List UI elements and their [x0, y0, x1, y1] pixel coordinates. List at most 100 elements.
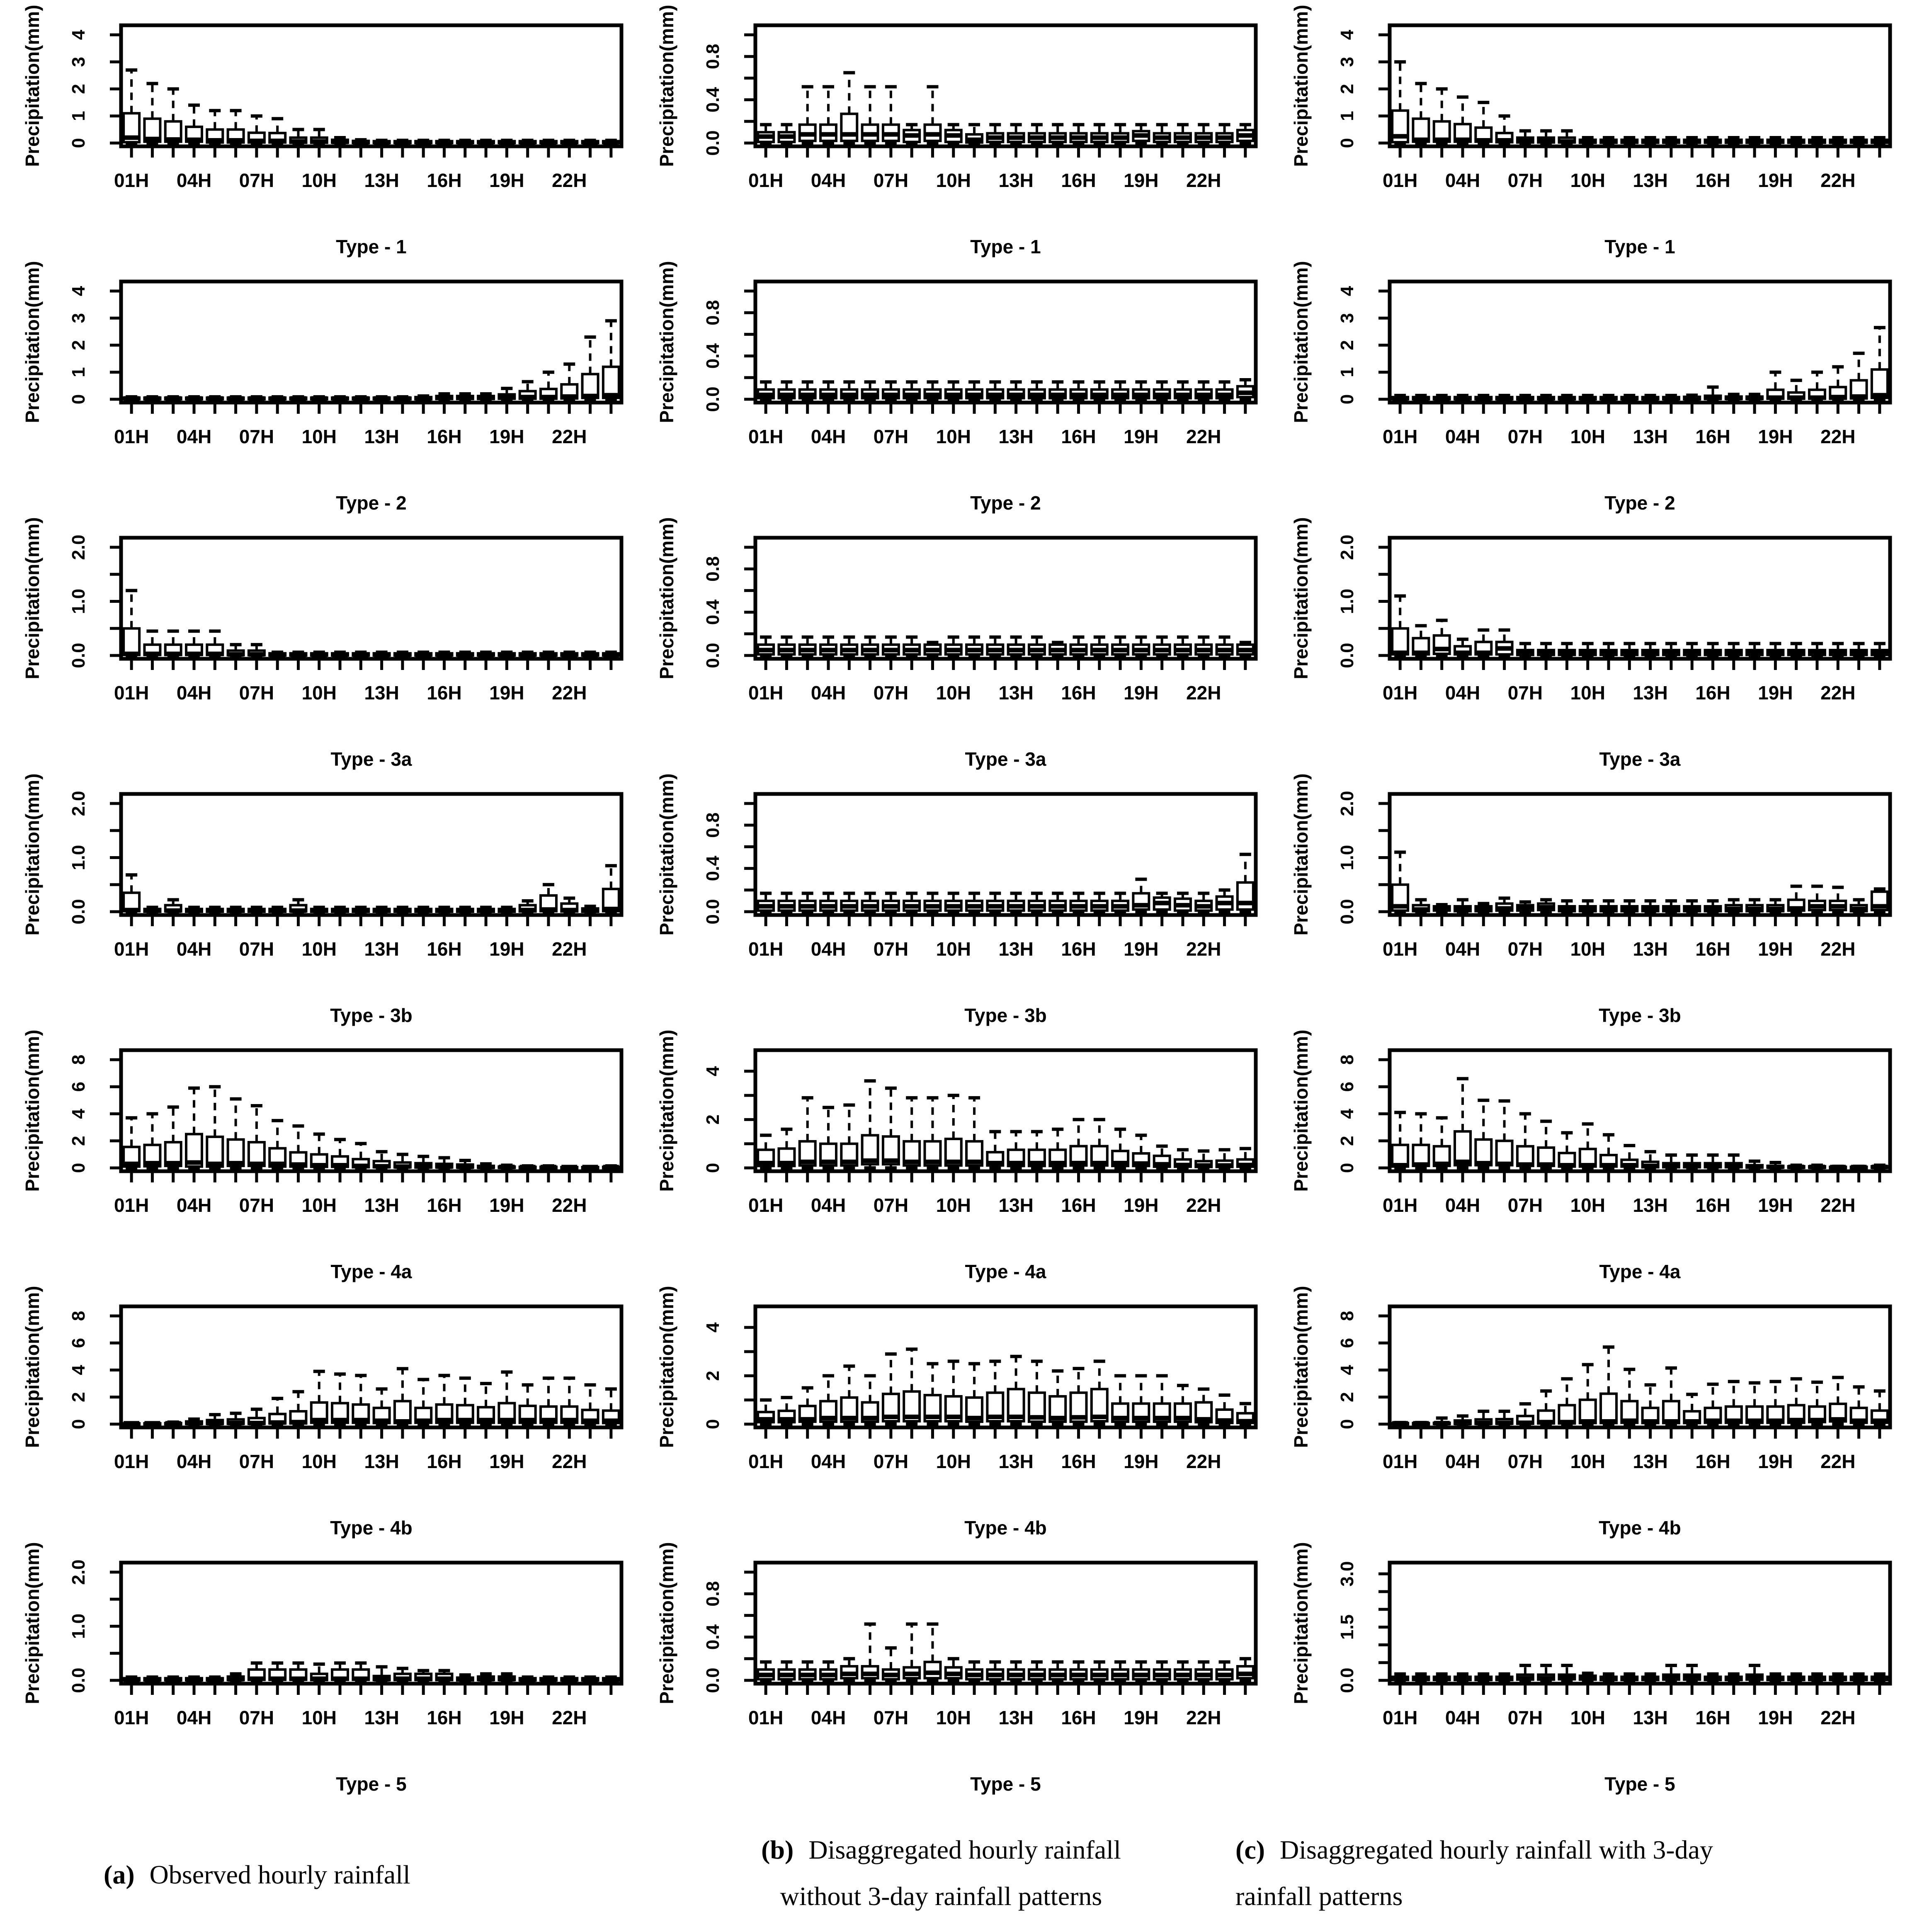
caption-c-line2: rainfall patterns — [1235, 1881, 1403, 1911]
box-whisker-hour-12 — [352, 650, 370, 657]
panel-title: Type - 5 — [1604, 1773, 1675, 1795]
box-whisker-hour-14 — [393, 138, 412, 145]
box-whisker-hour-12 — [352, 1374, 370, 1426]
box-whisker-hour-2 — [143, 1421, 162, 1426]
box-whisker-hour-6 — [1495, 393, 1514, 401]
box-whisker-hour-9 — [289, 1124, 308, 1170]
x-tick-label: 19H — [489, 170, 524, 191]
box-whisker-hour-1 — [1391, 60, 1410, 145]
box-whisker-hour-23 — [581, 335, 599, 401]
box-whisker-hour-4 — [1454, 1672, 1472, 1682]
box-whisker-hour-15 — [414, 1378, 433, 1426]
y-tick-label: 0 — [68, 1163, 89, 1173]
x-tick-label: 04H — [811, 682, 846, 704]
box-whisker-hour-10 — [1578, 642, 1597, 657]
x-tick-label: 19H — [1124, 1451, 1158, 1472]
y-tick-label: 0.0 — [1337, 1667, 1357, 1693]
panel-title: Type - 3b — [1599, 1005, 1681, 1026]
box-whisker-hour-9 — [1558, 1377, 1576, 1426]
box-whisker-hour-21 — [1173, 1383, 1192, 1426]
x-tick-label: 10H — [936, 1707, 971, 1728]
x-tick-label: 01H — [1383, 682, 1417, 704]
box-whisker-hour-3 — [798, 85, 817, 145]
y-tick-label: 0 — [1337, 138, 1357, 148]
plot-frame — [119, 1048, 624, 1173]
x-tick-label: 16H — [1695, 1451, 1730, 1472]
box-whisker-hour-19 — [1766, 370, 1785, 401]
box-whisker-hour-6 — [1495, 1672, 1514, 1682]
box-whisker-hour-8 — [903, 891, 921, 913]
x-tick-label: 07H — [874, 1707, 908, 1728]
box-whisker-hour-24 — [1870, 1389, 1889, 1426]
box-whisker-hour-12 — [352, 1661, 370, 1682]
box-whisker-hour-16 — [1069, 1118, 1088, 1170]
box-whisker-hour-19 — [497, 386, 516, 401]
boxplot-panel-c-type2: 0 1 2 3 4 Precipitation(mm) 01H 04H 07H 10H 13H 16H… — [1290, 261, 1892, 514]
box-whisker-hour-11 — [331, 1661, 349, 1682]
box-whisker-hour-19 — [1766, 898, 1785, 913]
box-whisker-hour-16 — [1069, 1660, 1088, 1682]
x-tick-label: 13H — [364, 1194, 399, 1216]
y-tick-label: 2.0 — [68, 1559, 89, 1585]
caption-b-tag: (b) — [761, 1835, 794, 1864]
box-whisker-hour-5 — [206, 905, 224, 913]
box-whisker-hour-8 — [268, 1119, 287, 1170]
box-whisker-hour-1 — [122, 395, 141, 401]
box-whisker-hour-4 — [1454, 637, 1472, 657]
box-whisker-hour-8 — [903, 635, 921, 657]
x-tick-label: 07H — [1508, 938, 1543, 960]
x-tick-label: 07H — [874, 1451, 908, 1472]
box-whisker-hour-1 — [757, 1133, 775, 1170]
box-whisker-hour-5 — [1474, 628, 1493, 657]
y-tick-label: 4 — [68, 286, 89, 296]
box-whisker-hour-16 — [435, 392, 454, 401]
x-tick-label: 04H — [811, 426, 846, 447]
box-whisker-hour-9 — [1558, 1664, 1576, 1682]
plot-frame — [753, 792, 1258, 917]
box-whisker-hour-6 — [861, 1622, 879, 1682]
x-tick-label: 22H — [1820, 1707, 1855, 1728]
box-whisker-hour-9 — [289, 395, 308, 401]
box-whisker-hour-16 — [1069, 123, 1088, 145]
y-tick-label: 1 — [68, 111, 89, 121]
box-whisker-hour-23 — [581, 138, 599, 145]
x-tick-label: 10H — [302, 1707, 337, 1728]
box-whisker-hour-13 — [372, 905, 391, 913]
x-tick-label: 07H — [239, 938, 274, 960]
box-whisker-hour-17 — [1090, 635, 1109, 657]
box-whisker-hour-1 — [757, 635, 775, 657]
box-whisker-hour-5 — [840, 380, 859, 401]
panel-title: Type - 2 — [336, 492, 406, 514]
box-whisker-hour-5 — [1474, 101, 1493, 145]
box-whisker-hour-23 — [1849, 1385, 1868, 1426]
box-whisker-hour-4 — [185, 1417, 204, 1426]
box-whisker-hour-13 — [1641, 1150, 1660, 1170]
box-whisker-hour-23 — [581, 650, 599, 657]
box-whisker-hour-20 — [1787, 136, 1806, 145]
box-whisker-hour-19 — [1766, 136, 1785, 145]
box-whisker-hour-3 — [1432, 1672, 1451, 1682]
y-tick-label: 1 — [1337, 367, 1357, 377]
box-whisker-hour-22 — [560, 1376, 579, 1426]
x-tick-label: 13H — [364, 938, 399, 960]
box-whisker-hour-10 — [310, 1369, 328, 1426]
x-tick-label: 07H — [239, 170, 274, 191]
box-whisker-hour-11 — [1599, 1345, 1618, 1426]
box-whisker-hour-18 — [477, 138, 495, 145]
x-tick-label: 22H — [1186, 1451, 1221, 1472]
box-whisker-hour-16 — [435, 1156, 454, 1170]
box-whisker-hour-3 — [798, 891, 817, 913]
box-whisker-hour-20 — [1787, 642, 1806, 657]
box-whisker-hour-24 — [1870, 1672, 1889, 1682]
box-whisker-hour-14 — [1027, 123, 1046, 145]
y-axis-label: Precipitation(mm) — [1290, 5, 1312, 167]
box-whisker-hour-15 — [414, 138, 433, 145]
box-whisker-hour-9 — [1558, 642, 1576, 657]
box-whisker-hour-13 — [1007, 380, 1025, 401]
x-tick-label: 07H — [1508, 426, 1543, 447]
x-tick-label: 22H — [1186, 1707, 1221, 1728]
box-whisker-hour-10 — [944, 1094, 963, 1170]
x-tick-label: 10H — [302, 938, 337, 960]
x-tick-label: 13H — [364, 682, 399, 704]
box-whisker-hour-10 — [944, 891, 963, 913]
